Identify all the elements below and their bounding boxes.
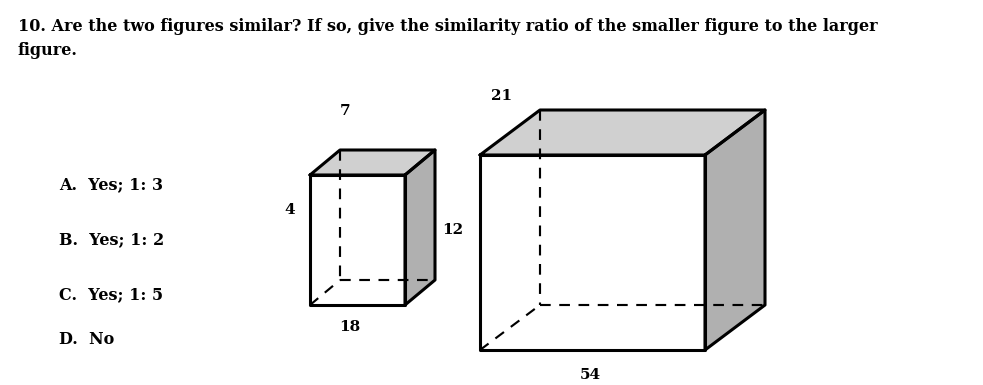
Text: 54: 54 [579,368,601,382]
Text: A.  Yes; 1: 3: A. Yes; 1: 3 [59,176,163,194]
Text: 4: 4 [284,203,295,217]
Polygon shape [310,150,435,175]
Polygon shape [705,110,765,350]
Text: 7: 7 [340,104,350,118]
Polygon shape [405,150,435,305]
Text: C.  Yes; 1: 5: C. Yes; 1: 5 [59,286,163,303]
Text: 12: 12 [442,223,463,237]
Text: B.  Yes; 1: 2: B. Yes; 1: 2 [59,231,164,248]
Text: figure.: figure. [18,42,78,59]
Text: D.  No: D. No [59,331,114,348]
Text: 10. Are the two figures similar? If so, give the similarity ratio of the smaller: 10. Are the two figures similar? If so, … [18,18,878,35]
Text: 21: 21 [492,89,512,103]
Text: 18: 18 [339,320,361,334]
Polygon shape [480,110,765,155]
